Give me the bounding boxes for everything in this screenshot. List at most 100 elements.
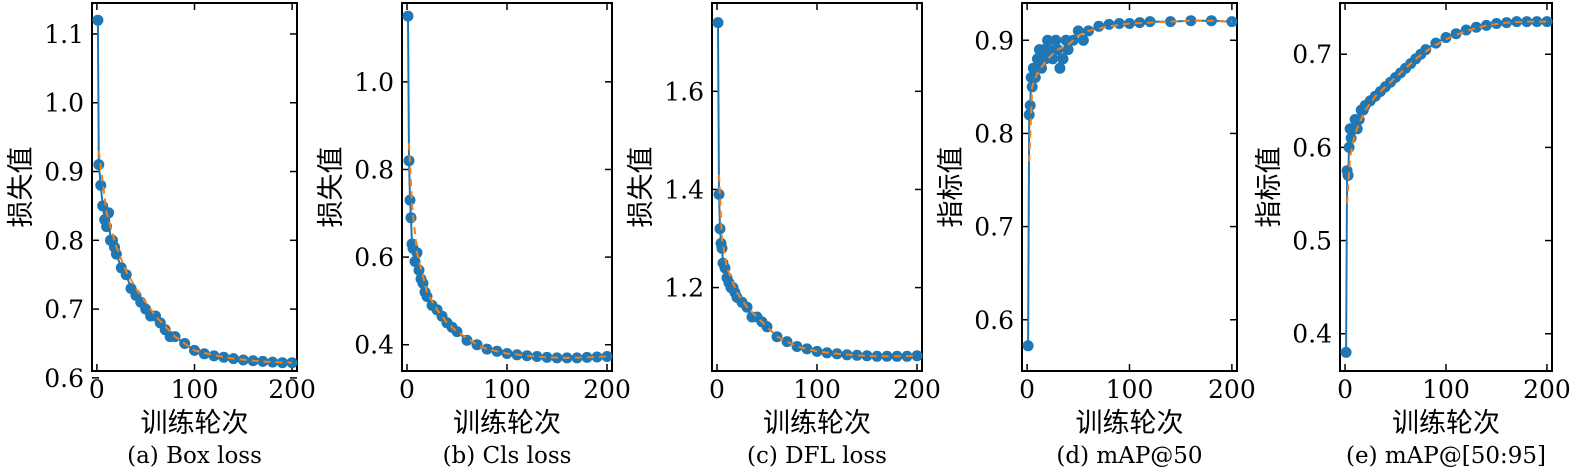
y-tick-label: 1.1 xyxy=(44,20,84,49)
y-tick-label: 0.6 xyxy=(354,243,394,272)
measured-point xyxy=(1027,62,1039,74)
smoothed-series-line xyxy=(1346,20,1547,204)
x-tick-label: 100 xyxy=(1106,375,1154,404)
y-tick-label: 0.4 xyxy=(354,331,394,360)
y-axis-label: 损失值 xyxy=(316,147,347,228)
measured-point xyxy=(1185,15,1197,27)
measured-point xyxy=(1430,37,1442,49)
smoothed-series-line xyxy=(408,143,608,359)
measured-point xyxy=(1036,62,1047,74)
measured-point xyxy=(1031,53,1043,65)
measured-point xyxy=(1450,28,1462,40)
subplot-caption: (e) mAP@[50:95] xyxy=(1346,443,1546,469)
measured-point xyxy=(591,351,603,363)
x-axis-label: 训练轮次 xyxy=(763,408,871,439)
measured-point xyxy=(110,248,122,260)
x-tick-label: 100 xyxy=(171,375,219,404)
y-tick-label: 0.8 xyxy=(974,119,1014,148)
measured-point xyxy=(801,343,813,355)
y-tick-label: 0.6 xyxy=(974,306,1014,335)
measured-point xyxy=(402,10,414,22)
y-tick-label: 1.4 xyxy=(664,175,704,204)
smoothed-series-line xyxy=(718,174,918,358)
subplot-caption: (b) Cls loss xyxy=(443,443,572,469)
chart-panel-2: 0 100 200 0.4 0.6 0.8 1.0 训练轮次 损失值 (b) Cls loss xyxy=(316,2,631,469)
measured-point xyxy=(541,351,553,363)
measured-point xyxy=(714,223,726,235)
measured-point xyxy=(1541,16,1553,28)
y-tick-label: 0.4 xyxy=(1292,320,1332,349)
y-tick-label: 1.2 xyxy=(664,274,704,303)
measured-point xyxy=(1042,34,1054,46)
measured-point xyxy=(267,356,279,368)
measured-point xyxy=(871,350,883,362)
measured-series-line xyxy=(96,20,293,364)
measured-point xyxy=(1054,62,1066,74)
x-tick-label: 100 xyxy=(793,375,841,404)
x-tick-label: 100 xyxy=(483,375,531,404)
measured-point xyxy=(713,188,725,200)
measured-point xyxy=(1470,21,1482,33)
x-tick-label: 100 xyxy=(1422,375,1470,404)
x-axis-label: 训练轮次 xyxy=(1076,408,1184,439)
plot-frame xyxy=(1339,2,1553,372)
x-tick-label: 200 xyxy=(268,375,316,404)
x-axis-label: 训练轮次 xyxy=(141,408,249,439)
measured-point xyxy=(1440,32,1452,43)
measured-point xyxy=(92,14,104,26)
y-tick-label: 0.9 xyxy=(44,158,84,187)
y-axis-label: 损失值 xyxy=(6,147,37,228)
measured-point xyxy=(712,17,724,29)
y-tick-label: 0.9 xyxy=(974,26,1014,55)
x-tick-label: 0 xyxy=(399,375,415,404)
measured-point xyxy=(1062,44,1074,56)
measured-point xyxy=(218,351,230,363)
y-tick-label: 0.7 xyxy=(44,295,84,324)
y-tick-label: 0.6 xyxy=(44,364,84,393)
measured-point xyxy=(404,194,416,206)
subplot-caption: (d) mAP@50 xyxy=(1056,443,1202,469)
measured-point xyxy=(409,256,421,267)
measured-point xyxy=(1420,44,1432,56)
x-tick-label: 0 xyxy=(89,375,105,404)
measured-point xyxy=(1024,100,1036,111)
measured-series-line xyxy=(1345,20,1547,353)
y-tick-label: 0.5 xyxy=(1292,227,1332,256)
y-tick-label: 1.0 xyxy=(44,89,84,118)
measured-point xyxy=(861,350,873,362)
measured-point xyxy=(461,334,473,346)
measured-point xyxy=(1050,34,1062,46)
y-tick-label: 0.8 xyxy=(354,155,394,184)
plot-frame xyxy=(401,2,613,372)
measured-point xyxy=(257,355,269,367)
x-tick-label: 200 xyxy=(893,375,941,404)
measured-point xyxy=(93,159,105,171)
measured-point xyxy=(1057,53,1069,65)
x-tick-label: 0 xyxy=(1019,375,1035,404)
y-tick-label: 0.7 xyxy=(1292,40,1332,69)
y-tick-label: 0.7 xyxy=(974,213,1014,242)
measured-point xyxy=(531,351,543,362)
measured-point xyxy=(1093,20,1105,32)
y-tick-label: 0.6 xyxy=(1292,133,1332,162)
measured-point xyxy=(481,343,493,355)
measured-point xyxy=(1531,16,1543,28)
measured-point xyxy=(1044,44,1056,56)
measured-point xyxy=(911,350,923,362)
measured-point xyxy=(208,350,220,362)
measured-point xyxy=(421,291,433,302)
measured-point xyxy=(95,179,107,191)
x-tick-label: 200 xyxy=(1208,375,1256,404)
chart-panel-5: 0 100 200 0.4 0.5 0.6 0.7 训练轮次 指标值 (e) mAP@[50:95… xyxy=(1254,2,1571,469)
measured-point xyxy=(851,349,863,361)
measured-point xyxy=(405,212,417,224)
measured-point xyxy=(521,350,533,362)
y-tick-label: 1.6 xyxy=(664,77,704,106)
y-axis-label: 指标值 xyxy=(936,147,967,228)
smoothed-series-line xyxy=(1028,19,1232,162)
chart-panel-4: 0 100 200 0.6 0.7 0.8 0.9 训练轮次 指标值 (d) mAP@50 xyxy=(936,2,1256,469)
x-tick-label: 200 xyxy=(583,375,631,404)
plot-frame xyxy=(711,2,923,372)
measured-point xyxy=(1521,16,1533,28)
